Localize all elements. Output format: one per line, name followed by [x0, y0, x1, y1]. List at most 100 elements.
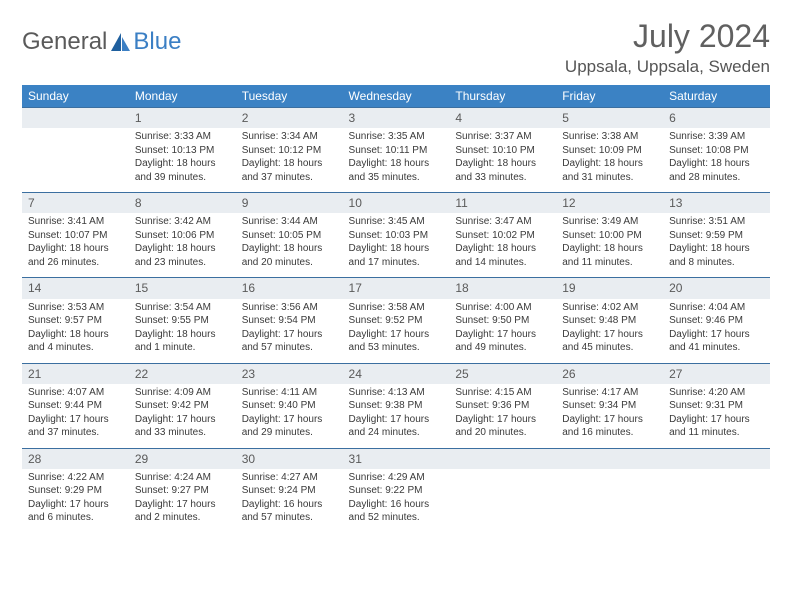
day-body: Sunrise: 4:27 AMSunset: 9:24 PMDaylight:…: [236, 469, 343, 533]
calendar-cell: 10Sunrise: 3:45 AMSunset: 10:03 PMDaylig…: [343, 193, 450, 278]
title-block: July 2024 Uppsala, Uppsala, Sweden: [565, 18, 770, 77]
sunset-line: Sunset: 9:22 PM: [349, 484, 444, 498]
day-number: 26: [556, 364, 663, 384]
sunset-line: Sunset: 9:54 PM: [242, 314, 337, 328]
day-body: Sunrise: 4:20 AMSunset: 9:31 PMDaylight:…: [663, 384, 770, 448]
calendar-cell: 25Sunrise: 4:15 AMSunset: 9:36 PMDayligh…: [449, 363, 556, 448]
day-body: Sunrise: 4:22 AMSunset: 9:29 PMDaylight:…: [22, 469, 129, 533]
daylight-line: Daylight: 17 hours and 57 minutes.: [242, 328, 337, 355]
sunrise-line: Sunrise: 3:38 AM: [562, 130, 657, 144]
calendar-body: 1Sunrise: 3:33 AMSunset: 10:13 PMDayligh…: [22, 108, 770, 533]
location: Uppsala, Uppsala, Sweden: [565, 57, 770, 77]
calendar-row: 1Sunrise: 3:33 AMSunset: 10:13 PMDayligh…: [22, 108, 770, 193]
day-number: 10: [343, 193, 450, 213]
sunset-line: Sunset: 9:57 PM: [28, 314, 123, 328]
day-body: Sunrise: 4:29 AMSunset: 9:22 PMDaylight:…: [343, 469, 450, 533]
sunset-line: Sunset: 10:02 PM: [455, 229, 550, 243]
day-number: 11: [449, 193, 556, 213]
day-number: 19: [556, 278, 663, 298]
sunrise-line: Sunrise: 3:47 AM: [455, 215, 550, 229]
daylight-line: Daylight: 17 hours and 11 minutes.: [669, 413, 764, 440]
day-number: 8: [129, 193, 236, 213]
calendar-cell: [449, 448, 556, 533]
day-body: Sunrise: 4:09 AMSunset: 9:42 PMDaylight:…: [129, 384, 236, 448]
day-body: Sunrise: 4:17 AMSunset: 9:34 PMDaylight:…: [556, 384, 663, 448]
calendar-cell: 29Sunrise: 4:24 AMSunset: 9:27 PMDayligh…: [129, 448, 236, 533]
logo: General Blue: [22, 18, 181, 56]
sunrise-line: Sunrise: 4:11 AM: [242, 386, 337, 400]
day-number: 21: [22, 364, 129, 384]
calendar-cell: [556, 448, 663, 533]
sunset-line: Sunset: 10:12 PM: [242, 144, 337, 158]
calendar-table: Sunday Monday Tuesday Wednesday Thursday…: [22, 85, 770, 533]
calendar-cell: 24Sunrise: 4:13 AMSunset: 9:38 PMDayligh…: [343, 363, 450, 448]
day-body: Sunrise: 4:15 AMSunset: 9:36 PMDaylight:…: [449, 384, 556, 448]
day-number: 1: [129, 108, 236, 128]
daylight-line: Daylight: 18 hours and 23 minutes.: [135, 242, 230, 269]
daylight-line: Daylight: 18 hours and 20 minutes.: [242, 242, 337, 269]
weekday-header: Friday: [556, 85, 663, 108]
weekday-header: Saturday: [663, 85, 770, 108]
daylight-line: Daylight: 17 hours and 16 minutes.: [562, 413, 657, 440]
daylight-line: Daylight: 18 hours and 33 minutes.: [455, 157, 550, 184]
day-body: Sunrise: 3:54 AMSunset: 9:55 PMDaylight:…: [129, 299, 236, 363]
sunset-line: Sunset: 10:10 PM: [455, 144, 550, 158]
calendar-row: 7Sunrise: 3:41 AMSunset: 10:07 PMDayligh…: [22, 193, 770, 278]
daylight-line: Daylight: 17 hours and 45 minutes.: [562, 328, 657, 355]
day-number: 24: [343, 364, 450, 384]
sunrise-line: Sunrise: 3:45 AM: [349, 215, 444, 229]
sunrise-line: Sunrise: 4:29 AM: [349, 471, 444, 485]
logo-sail-icon: [109, 31, 131, 53]
calendar-cell: 15Sunrise: 3:54 AMSunset: 9:55 PMDayligh…: [129, 278, 236, 363]
sunset-line: Sunset: 9:40 PM: [242, 399, 337, 413]
sunrise-line: Sunrise: 3:33 AM: [135, 130, 230, 144]
daylight-line: Daylight: 17 hours and 20 minutes.: [455, 413, 550, 440]
empty-day: [663, 449, 770, 469]
sunset-line: Sunset: 9:44 PM: [28, 399, 123, 413]
sunset-line: Sunset: 10:08 PM: [669, 144, 764, 158]
sunrise-line: Sunrise: 3:41 AM: [28, 215, 123, 229]
day-number: 12: [556, 193, 663, 213]
sunset-line: Sunset: 9:34 PM: [562, 399, 657, 413]
calendar-cell: 4Sunrise: 3:37 AMSunset: 10:10 PMDayligh…: [449, 108, 556, 193]
calendar-cell: 18Sunrise: 4:00 AMSunset: 9:50 PMDayligh…: [449, 278, 556, 363]
day-number: 25: [449, 364, 556, 384]
sunset-line: Sunset: 9:38 PM: [349, 399, 444, 413]
day-number: 5: [556, 108, 663, 128]
daylight-line: Daylight: 18 hours and 26 minutes.: [28, 242, 123, 269]
sunset-line: Sunset: 10:11 PM: [349, 144, 444, 158]
day-body: Sunrise: 3:53 AMSunset: 9:57 PMDaylight:…: [22, 299, 129, 363]
daylight-line: Daylight: 17 hours and 29 minutes.: [242, 413, 337, 440]
sunrise-line: Sunrise: 4:22 AM: [28, 471, 123, 485]
logo-word1: General: [22, 28, 107, 56]
calendar-cell: 11Sunrise: 3:47 AMSunset: 10:02 PMDaylig…: [449, 193, 556, 278]
day-number: 23: [236, 364, 343, 384]
sunset-line: Sunset: 9:50 PM: [455, 314, 550, 328]
daylight-line: Daylight: 18 hours and 28 minutes.: [669, 157, 764, 184]
day-body: Sunrise: 4:07 AMSunset: 9:44 PMDaylight:…: [22, 384, 129, 448]
sunset-line: Sunset: 10:00 PM: [562, 229, 657, 243]
calendar-cell: 17Sunrise: 3:58 AMSunset: 9:52 PMDayligh…: [343, 278, 450, 363]
day-body: Sunrise: 4:13 AMSunset: 9:38 PMDaylight:…: [343, 384, 450, 448]
sunset-line: Sunset: 10:05 PM: [242, 229, 337, 243]
daylight-line: Daylight: 17 hours and 41 minutes.: [669, 328, 764, 355]
sunrise-line: Sunrise: 3:44 AM: [242, 215, 337, 229]
sunset-line: Sunset: 9:42 PM: [135, 399, 230, 413]
sunset-line: Sunset: 9:48 PM: [562, 314, 657, 328]
logo-word2: Blue: [133, 28, 181, 56]
calendar-cell: 14Sunrise: 3:53 AMSunset: 9:57 PMDayligh…: [22, 278, 129, 363]
sunset-line: Sunset: 9:36 PM: [455, 399, 550, 413]
sunset-line: Sunset: 9:46 PM: [669, 314, 764, 328]
day-body: Sunrise: 3:47 AMSunset: 10:02 PMDaylight…: [449, 213, 556, 277]
calendar-cell: 13Sunrise: 3:51 AMSunset: 9:59 PMDayligh…: [663, 193, 770, 278]
day-number: 6: [663, 108, 770, 128]
day-body: Sunrise: 3:44 AMSunset: 10:05 PMDaylight…: [236, 213, 343, 277]
calendar-cell: 6Sunrise: 3:39 AMSunset: 10:08 PMDayligh…: [663, 108, 770, 193]
sunrise-line: Sunrise: 3:53 AM: [28, 301, 123, 315]
sunrise-line: Sunrise: 3:58 AM: [349, 301, 444, 315]
daylight-line: Daylight: 18 hours and 39 minutes.: [135, 157, 230, 184]
daylight-line: Daylight: 18 hours and 1 minute.: [135, 328, 230, 355]
day-body: Sunrise: 3:37 AMSunset: 10:10 PMDaylight…: [449, 128, 556, 192]
calendar-cell: 8Sunrise: 3:42 AMSunset: 10:06 PMDayligh…: [129, 193, 236, 278]
calendar-row: 14Sunrise: 3:53 AMSunset: 9:57 PMDayligh…: [22, 278, 770, 363]
